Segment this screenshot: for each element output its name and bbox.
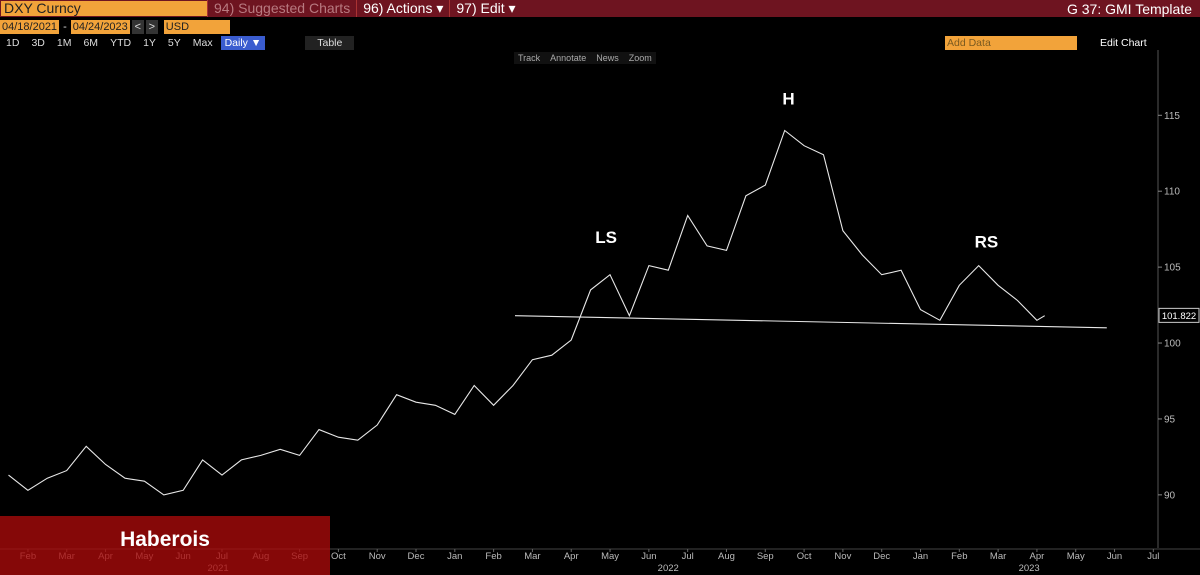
price-line: [8, 129, 1045, 496]
menu-item[interactable]: 96) Actions ▾: [356, 0, 449, 17]
menu-item[interactable]: 94) Suggested Charts: [207, 0, 356, 17]
tool-button[interactable]: Track: [518, 53, 541, 63]
menu-item[interactable]: 97) Edit ▾: [449, 0, 521, 17]
period-button[interactable]: 5Y: [167, 37, 181, 49]
edit-chart[interactable]: Edit Chart: [1100, 37, 1147, 49]
tool-button[interactable]: Zoom: [628, 53, 652, 63]
x-tick-label: Mar: [990, 551, 1006, 562]
last-value-label: 101.822: [1162, 311, 1196, 322]
x-tick-label: Oct: [331, 551, 346, 562]
y-tick-label: 90: [1164, 490, 1176, 501]
chart: 90 95 100 105 110 115 Feb Mar Apr May Jun Jul Aug Sep…: [0, 50, 1200, 574]
period-button[interactable]: 1D: [6, 37, 20, 49]
x-tick-label: Jun: [641, 551, 656, 562]
ticker-field[interactable]: DXY Curncy: [1, 1, 207, 16]
pattern-label: H: [782, 90, 794, 109]
x-tick-label: Jan: [913, 551, 928, 562]
add-data[interactable]: Add Data: [945, 36, 1077, 50]
x-tick-label: Dec: [873, 551, 890, 562]
tool-button[interactable]: Annotate: [550, 53, 587, 63]
x-tick-label: Jul: [1147, 551, 1159, 562]
period-button[interactable]: YTD: [110, 37, 132, 49]
x-tick-label: May: [601, 551, 619, 562]
y-tick-label: 110: [1164, 187, 1180, 198]
tool-button[interactable]: News: [596, 53, 619, 63]
table-button[interactable]: Table: [305, 36, 355, 50]
watermark: Haberois: [0, 516, 330, 575]
prev-button[interactable]: <: [131, 20, 144, 34]
frequency-select[interactable]: Daily ▼: [220, 36, 266, 50]
currency-select[interactable]: USD: [163, 20, 230, 34]
period-button[interactable]: 1M: [56, 37, 72, 49]
period-button[interactable]: 6M: [83, 37, 99, 49]
x-tick-label: Jul: [682, 551, 694, 562]
period-button[interactable]: 1Y: [143, 37, 156, 49]
x-tick-label: Aug: [718, 551, 735, 562]
date-separator: -: [63, 21, 67, 33]
year-label: 2023: [1019, 563, 1040, 574]
x-tick-label: Feb: [951, 551, 967, 562]
chart-tools: Track Annotate News Zoom: [514, 52, 656, 64]
y-tick-label: 95: [1164, 414, 1176, 425]
last-value-box: [1158, 307, 1200, 323]
next-button[interactable]: >: [145, 20, 158, 34]
x-tick-label: Dec: [408, 551, 425, 562]
template-name: G 37: GMI Template: [1066, 0, 1192, 17]
y-tick-label: 115: [1164, 111, 1180, 122]
start-date[interactable]: 04/18/2021: [0, 20, 60, 34]
pattern-label: LS: [595, 228, 617, 247]
period-button[interactable]: Max: [192, 37, 213, 49]
period-button[interactable]: 3D: [31, 37, 45, 49]
x-tick-label: Mar: [524, 551, 540, 562]
top-bar: DXY Curncy 94) Suggested Charts 96) Acti…: [0, 0, 1200, 17]
end-date[interactable]: 04/24/2023: [70, 20, 130, 34]
x-tick-label: Apr: [564, 551, 579, 562]
x-tick-label: Feb: [485, 551, 501, 562]
x-tick-label: Jun: [1107, 551, 1122, 562]
price-line: [514, 315, 1107, 329]
x-tick-label: Sep: [757, 551, 774, 562]
y-tick-label: 100: [1164, 339, 1181, 350]
period-row: 1D 3D 1M 6M YTD 1Y 5Y Max Daily ▼ Table Add Data E…: [0, 36, 1200, 50]
year-label: 2022: [658, 563, 679, 574]
date-row: 04/18/2021 - 04/24/2023 < > USD: [0, 20, 230, 34]
y-tick-label: 105: [1164, 263, 1181, 274]
pattern-label: RS: [975, 232, 999, 251]
x-tick-label: Apr: [1030, 551, 1045, 562]
x-tick-label: Oct: [797, 551, 812, 562]
x-tick-label: Nov: [369, 551, 386, 562]
x-tick-label: Jan: [447, 551, 462, 562]
x-tick-label: May: [1067, 551, 1085, 562]
x-tick-label: Nov: [834, 551, 851, 562]
